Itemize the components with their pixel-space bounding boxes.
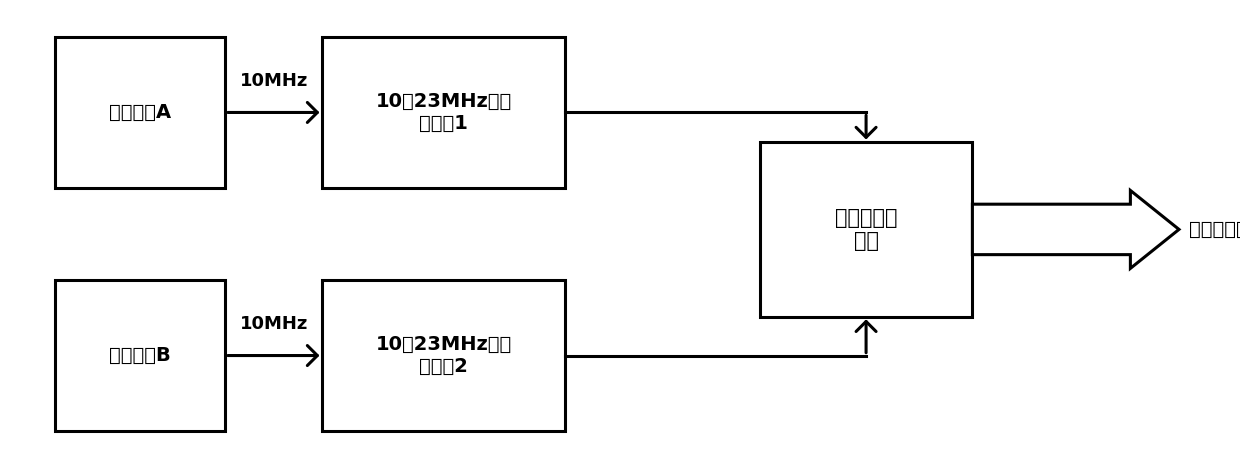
Bar: [322, 280, 565, 431]
Text: 10MHz: 10MHz: [239, 314, 308, 333]
Text: 10MHz: 10MHz: [239, 72, 308, 89]
Text: 铷原子钟B: 铷原子钟B: [109, 346, 171, 365]
Bar: [55, 280, 224, 431]
Bar: [55, 37, 224, 188]
Bar: [760, 142, 972, 316]
Polygon shape: [972, 190, 1179, 268]
Bar: [322, 37, 565, 188]
Text: 铷原子钟A: 铷原子钟A: [109, 103, 171, 122]
Text: 10．23MHz频率
合成器1: 10．23MHz频率 合成器1: [376, 92, 512, 133]
Text: 10．23MHz频率
合成器2: 10．23MHz频率 合成器2: [376, 335, 512, 376]
Text: 主备钟相位差: 主备钟相位差: [1189, 220, 1240, 239]
Text: 高精度相位
比对: 高精度相位 比对: [835, 208, 898, 251]
